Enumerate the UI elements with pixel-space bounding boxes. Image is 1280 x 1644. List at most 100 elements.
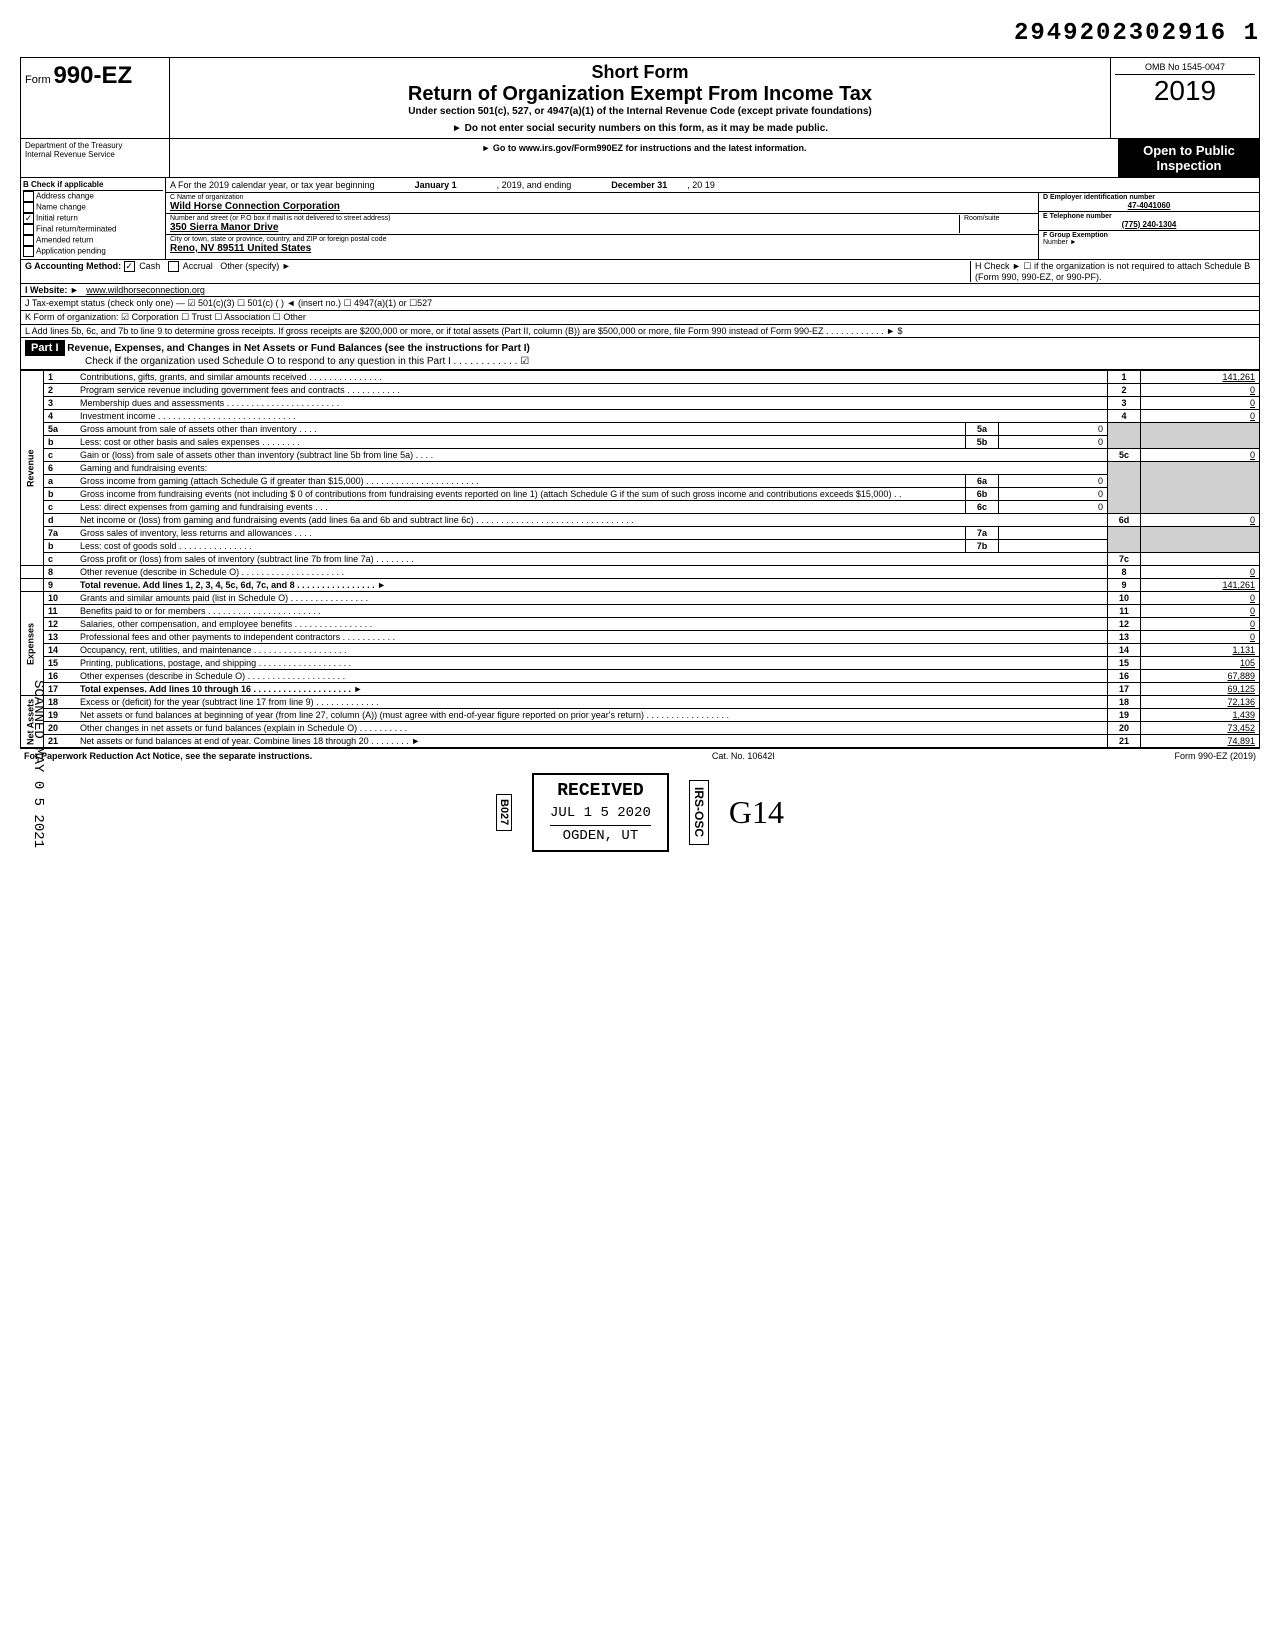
part1-header: Part I Revenue, Expenses, and Changes in…: [20, 338, 1260, 370]
l6c-sb: 6c: [966, 501, 999, 514]
l2-val: 0: [1141, 384, 1260, 397]
l8-num: 8: [44, 566, 77, 579]
l20-desc: Other changes in net assets or fund bala…: [76, 722, 1108, 735]
stamp-area: B027 RECEIVED JUL 1 5 2020 OGDEN, UT IRS…: [20, 773, 1260, 852]
l8-desc: Other revenue (describe in Schedule O) .…: [76, 566, 1108, 579]
document-id: 2949202302916 1: [20, 20, 1260, 47]
check-cash[interactable]: ✓: [124, 261, 135, 272]
ein-label: D Employer identification number: [1043, 194, 1255, 201]
short-form-label: Short Form: [178, 62, 1102, 83]
k-row: K Form of organization: ☑ Corporation ☐ …: [21, 311, 1259, 325]
l6b-num: b: [44, 488, 77, 501]
lbl-final: Final return/terminated: [36, 225, 116, 234]
dept-row: Department of the Treasury Internal Reve…: [20, 139, 1260, 178]
check-amended[interactable]: [23, 235, 34, 246]
l21-num: 21: [44, 735, 77, 748]
section-a-row: B Check if applicable Address change Nam…: [20, 178, 1260, 260]
l7c-desc: Gross profit or (loss) from sales of inv…: [76, 553, 1108, 566]
group-label: F Group Exemption: [1043, 232, 1108, 239]
check-accrual[interactable]: [168, 261, 179, 272]
lines-table: Revenue 1Contributions, gifts, grants, a…: [20, 370, 1260, 748]
l3-desc: Membership dues and assessments . . . . …: [76, 397, 1108, 410]
l3-box: 3: [1108, 397, 1141, 410]
l14-box: 14: [1108, 644, 1141, 657]
l4-val: 0: [1141, 410, 1260, 423]
l3-val: 0: [1141, 397, 1260, 410]
l14-desc: Occupancy, rent, utilities, and maintena…: [76, 644, 1108, 657]
paperwork-notice: For Paperwork Reduction Act Notice, see …: [24, 751, 312, 761]
l1-num: 1: [44, 371, 77, 384]
l18-num: 18: [44, 696, 77, 709]
l15-num: 15: [44, 657, 77, 670]
part1-label: Part I: [25, 340, 65, 356]
l7b-sb: 7b: [966, 540, 999, 553]
lbl-cash: Cash: [139, 261, 160, 271]
l3-num: 3: [44, 397, 77, 410]
info-rows: G Accounting Method: ✓ Cash Accrual Othe…: [20, 260, 1260, 338]
omb-number: OMB No 1545-0047: [1115, 62, 1255, 75]
l10-num: 10: [44, 592, 77, 605]
section-b-header: B Check if applicable: [23, 180, 163, 191]
g-label: G Accounting Method:: [25, 261, 121, 271]
part1-title: Revenue, Expenses, and Changes in Net As…: [67, 343, 530, 354]
l20-box: 20: [1108, 722, 1141, 735]
check-final[interactable]: [23, 224, 34, 235]
l7a-sv: [999, 527, 1108, 540]
expenses-label: Expenses: [21, 592, 44, 696]
city-label: City or town, state or province, country…: [170, 236, 1034, 243]
l5c-num: c: [44, 449, 77, 462]
l7b-sv: [999, 540, 1108, 553]
l7a-sb: 7a: [966, 527, 999, 540]
l17-num: 17: [44, 683, 77, 696]
dept-label: Department of the Treasury: [25, 141, 165, 150]
l16-box: 16: [1108, 670, 1141, 683]
form-subtitle: Under section 501(c), 527, or 4947(a)(1)…: [178, 106, 1102, 117]
l15-val: 105: [1141, 657, 1260, 670]
l6a-desc: Gross income from gaming (attach Schedul…: [76, 475, 966, 488]
l11-desc: Benefits paid to or for members . . . . …: [76, 605, 1108, 618]
lbl-pending: Application pending: [36, 247, 106, 256]
year-begin: January 1: [415, 180, 457, 190]
footer: For Paperwork Reduction Act Notice, see …: [20, 748, 1260, 763]
check-address[interactable]: [23, 191, 34, 202]
l9-val: 141,261: [1141, 579, 1260, 592]
lbl-other: Other (specify) ►: [220, 261, 290, 271]
l20-val: 73,452: [1141, 722, 1260, 735]
ein: 47-4041060: [1043, 201, 1255, 210]
check-pending[interactable]: [23, 246, 34, 257]
l21-box: 21: [1108, 735, 1141, 748]
l16-desc: Other expenses (describe in Schedule O) …: [76, 670, 1108, 683]
l19-box: 19: [1108, 709, 1141, 722]
l9-num: 9: [44, 579, 77, 592]
lbl-address: Address change: [36, 192, 94, 201]
received-loc: OGDEN, UT: [550, 825, 651, 844]
l15-box: 15: [1108, 657, 1141, 670]
name-label: C Name of organization: [170, 194, 1034, 201]
lbl-initial: Initial return: [36, 214, 78, 223]
l6-num: 6: [44, 462, 77, 475]
l19-num: 19: [44, 709, 77, 722]
l20-num: 20: [44, 722, 77, 735]
cat-no: Cat. No. 10642I: [712, 751, 775, 761]
l7a-num: 7a: [44, 527, 77, 540]
l6d-desc: Net income or (loss) from gaming and fun…: [76, 514, 1108, 527]
tax-year: 2019: [1115, 75, 1255, 107]
form-number: 990-EZ: [53, 62, 132, 89]
handwritten-initials: G14: [729, 794, 784, 831]
l5c-box: 5c: [1108, 449, 1141, 462]
j-row: J Tax-exempt status (check only one) — ☑…: [21, 297, 1259, 311]
check-name[interactable]: [23, 202, 34, 213]
l14-num: 14: [44, 644, 77, 657]
l5b-sb: 5b: [966, 436, 999, 449]
form-title: Return of Organization Exempt From Incom…: [178, 83, 1102, 106]
l8-val: 0: [1141, 566, 1260, 579]
h-text: H Check ► ☐ if the organization is not r…: [970, 261, 1255, 282]
l5c-desc: Gain or (loss) from sale of assets other…: [76, 449, 1108, 462]
l12-val: 0: [1141, 618, 1260, 631]
l6a-sv: 0: [999, 475, 1108, 488]
check-initial[interactable]: ✓: [23, 213, 34, 224]
l7c-val: [1141, 553, 1260, 566]
l9-box: 9: [1108, 579, 1141, 592]
l5a-num: 5a: [44, 423, 77, 436]
inspection: Inspection: [1123, 158, 1255, 173]
